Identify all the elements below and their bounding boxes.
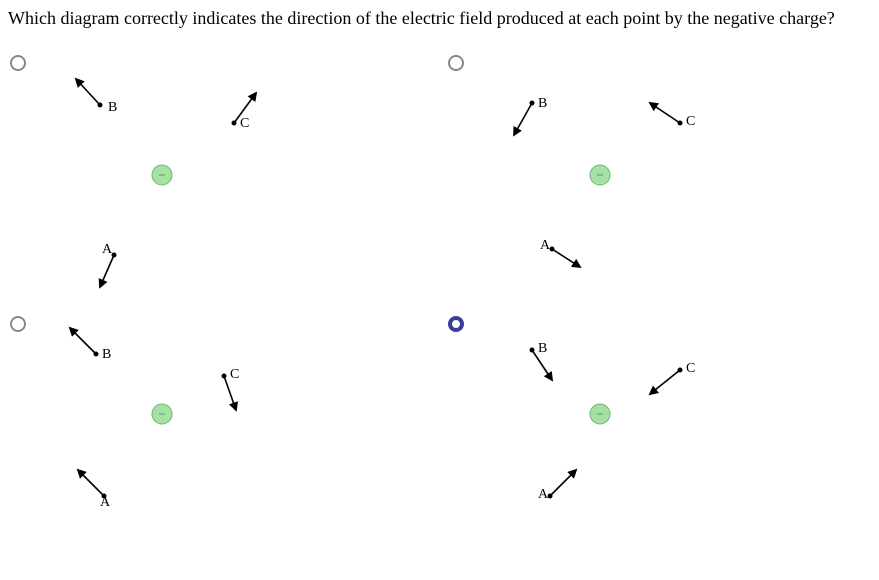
label-B: B	[538, 341, 547, 356]
label-B: B	[102, 347, 111, 362]
arrow-A	[552, 249, 580, 267]
label-A: A	[538, 487, 549, 502]
label-C: C	[230, 367, 239, 382]
arrow-A	[78, 470, 104, 496]
label-A: A	[102, 242, 113, 257]
diagram-option-1: B C A	[32, 45, 312, 295]
radio-option-3[interactable]	[10, 316, 26, 332]
label-B: B	[108, 100, 117, 115]
radio-option-4[interactable]	[448, 316, 464, 332]
label-A: A	[540, 238, 551, 253]
arrow-A	[550, 470, 576, 496]
arrow-A	[100, 255, 114, 287]
label-B: B	[538, 96, 547, 111]
label-C: C	[240, 116, 249, 131]
label-A: A	[100, 495, 111, 510]
arrow-B	[76, 79, 100, 105]
arrow-C	[650, 103, 680, 123]
diagram-option-3: B C A	[32, 306, 312, 556]
label-C: C	[686, 361, 695, 376]
arrow-C	[650, 370, 680, 394]
diagram-option-2: B C A	[470, 45, 750, 295]
question-text: Which diagram correctly indicates the di…	[8, 8, 835, 29]
arrow-B	[70, 328, 96, 354]
diagram-option-4: B C A	[470, 306, 750, 556]
arrow-B	[514, 103, 532, 135]
radio-option-2[interactable]	[448, 55, 464, 71]
label-C: C	[686, 114, 695, 129]
radio-option-1[interactable]	[10, 55, 26, 71]
